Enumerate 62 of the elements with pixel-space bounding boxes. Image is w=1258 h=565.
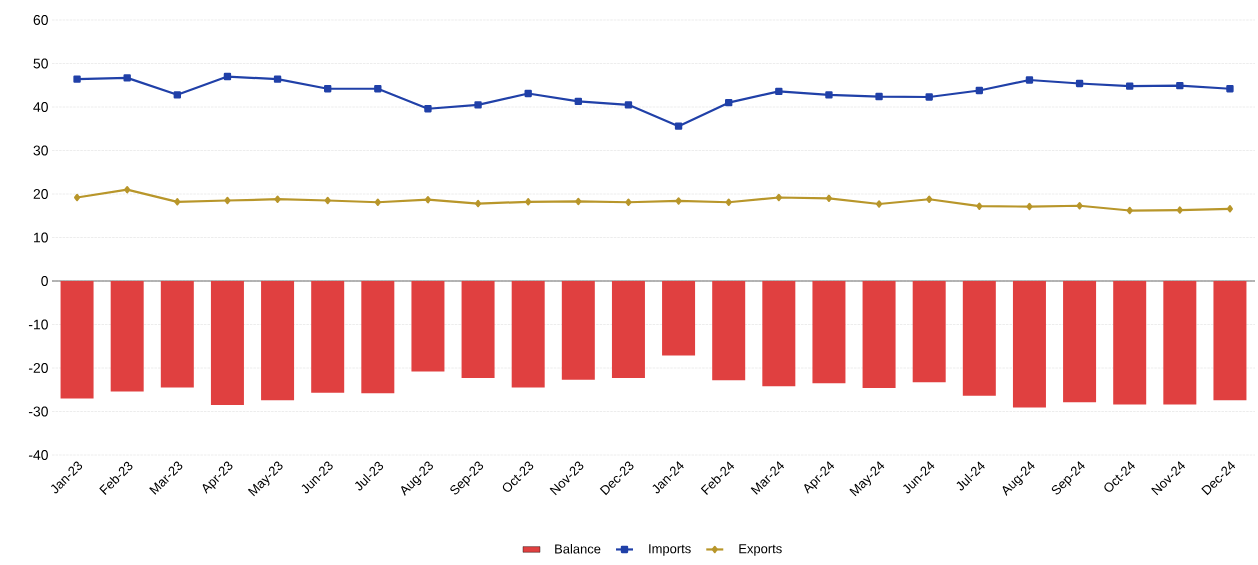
point	[1075, 79, 1084, 88]
point	[876, 200, 883, 208]
point	[424, 105, 432, 113]
point	[174, 198, 181, 206]
point	[976, 202, 983, 210]
y-tick-label: 50	[33, 58, 48, 69]
point	[574, 97, 583, 106]
point	[1226, 85, 1234, 93]
point	[73, 75, 81, 83]
point	[825, 91, 833, 99]
point	[725, 198, 732, 206]
y-tick-label: 20	[33, 189, 48, 199]
point	[725, 98, 733, 107]
point	[123, 74, 131, 82]
y-tick-label: 0	[41, 276, 48, 286]
y-tick-label: -10	[28, 319, 48, 330]
point	[324, 85, 332, 93]
point	[1126, 206, 1133, 215]
y-tick-label: 10	[34, 232, 48, 243]
point	[424, 195, 431, 204]
y-tick-label: 30	[33, 145, 48, 156]
point	[625, 198, 632, 206]
point	[675, 197, 682, 205]
point	[1176, 206, 1183, 214]
point	[1126, 82, 1134, 90]
point	[74, 193, 81, 202]
point	[374, 85, 382, 93]
point	[273, 75, 282, 83]
point	[274, 195, 281, 203]
point	[775, 193, 782, 202]
point	[1025, 76, 1034, 84]
y-tick-label: -40	[28, 450, 48, 460]
y-tick-label: 60	[33, 15, 48, 25]
point	[674, 122, 683, 130]
point	[925, 93, 933, 101]
point	[575, 197, 582, 206]
y-tick-label: -20	[28, 363, 48, 373]
point	[224, 196, 231, 205]
point	[875, 92, 883, 101]
legend-label: Imports	[649, 544, 691, 556]
point	[825, 194, 832, 203]
point	[474, 101, 482, 109]
point	[775, 87, 783, 96]
point	[524, 89, 532, 98]
point	[926, 195, 933, 203]
point	[374, 198, 381, 206]
legend-label: Balance	[555, 544, 601, 554]
point	[1076, 202, 1083, 210]
point	[1026, 202, 1033, 211]
point	[624, 101, 633, 109]
point	[223, 72, 232, 81]
legend-label: Exports	[739, 544, 782, 556]
point	[1226, 205, 1233, 213]
point	[475, 199, 482, 208]
point	[525, 198, 532, 206]
y-tick-label: 40	[33, 102, 48, 112]
point	[1176, 81, 1184, 90]
point	[124, 185, 131, 194]
point	[975, 86, 984, 95]
y-tick-label: -30	[28, 406, 48, 417]
point	[173, 91, 181, 99]
point	[324, 196, 331, 205]
